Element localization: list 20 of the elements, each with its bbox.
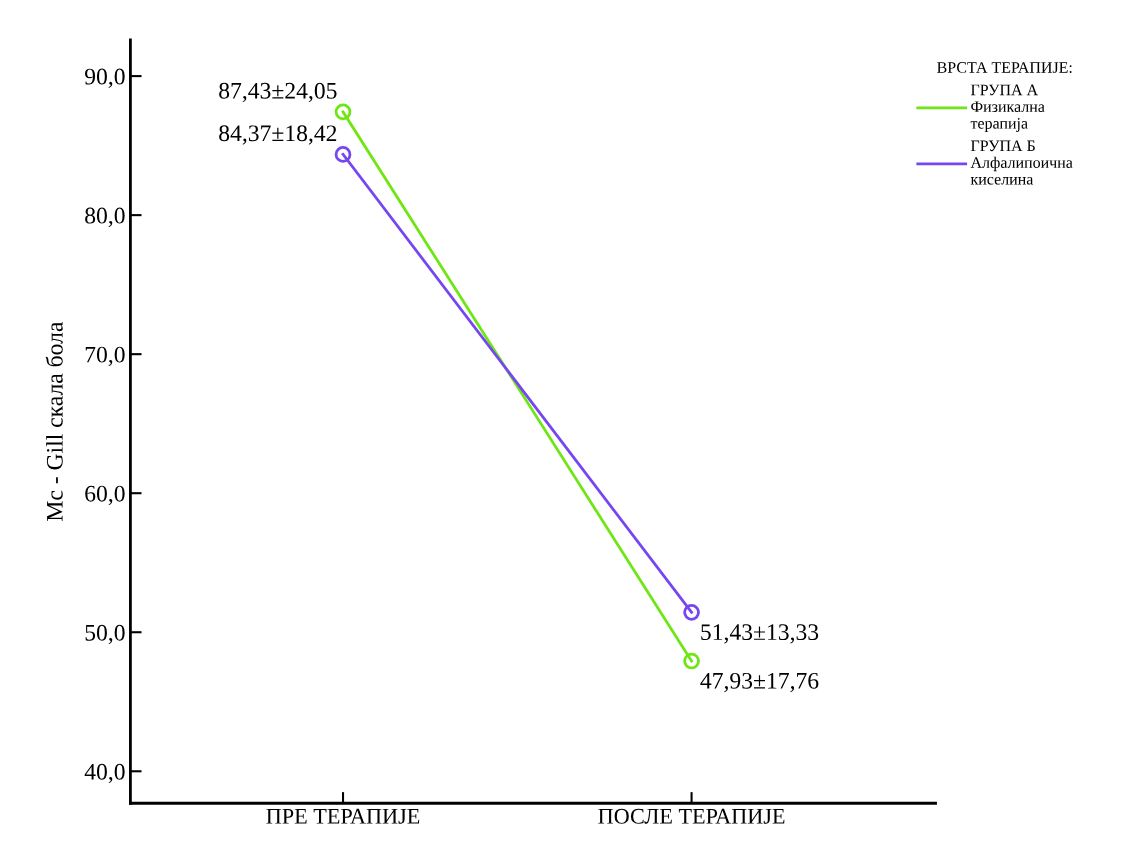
- point: [334, 146, 352, 163]
- legend-label: ГРУПА А Физикална терапија: [970, 84, 1045, 132]
- point: [334, 103, 352, 121]
- legend-title: ВРСТА ТЕРАПИЈЕ:: [937, 62, 1072, 73]
- x-tick-label: ПРЕ ТЕРАПИЈЕ: [266, 808, 420, 824]
- data-label: 51,43±13,33: [701, 624, 819, 644]
- y-tick-label: 70,0: [85, 346, 125, 366]
- y-tick-label: 50,0: [85, 624, 125, 645]
- y-axis-title: Mc - Gill скала бола: [45, 321, 63, 521]
- x-tick-label: ПОСЛЕ ТЕРАПИЈЕ: [598, 808, 785, 824]
- point: [683, 604, 700, 621]
- y-tick-label: 40,0: [84, 763, 125, 784]
- data-label: 87,43±24,05: [219, 82, 337, 103]
- y-tick-label: 90,0: [84, 68, 125, 88]
- point: [683, 652, 700, 670]
- data-label: 84,37±18,42: [219, 125, 337, 145]
- y-tick-label: 60,0: [85, 485, 125, 506]
- data-label: 47,93±17,76: [700, 672, 819, 693]
- legend-label: ГРУПА Б Алфалипоична киселина: [970, 140, 1073, 185]
- y-tick-label: 80,0: [85, 207, 125, 227]
